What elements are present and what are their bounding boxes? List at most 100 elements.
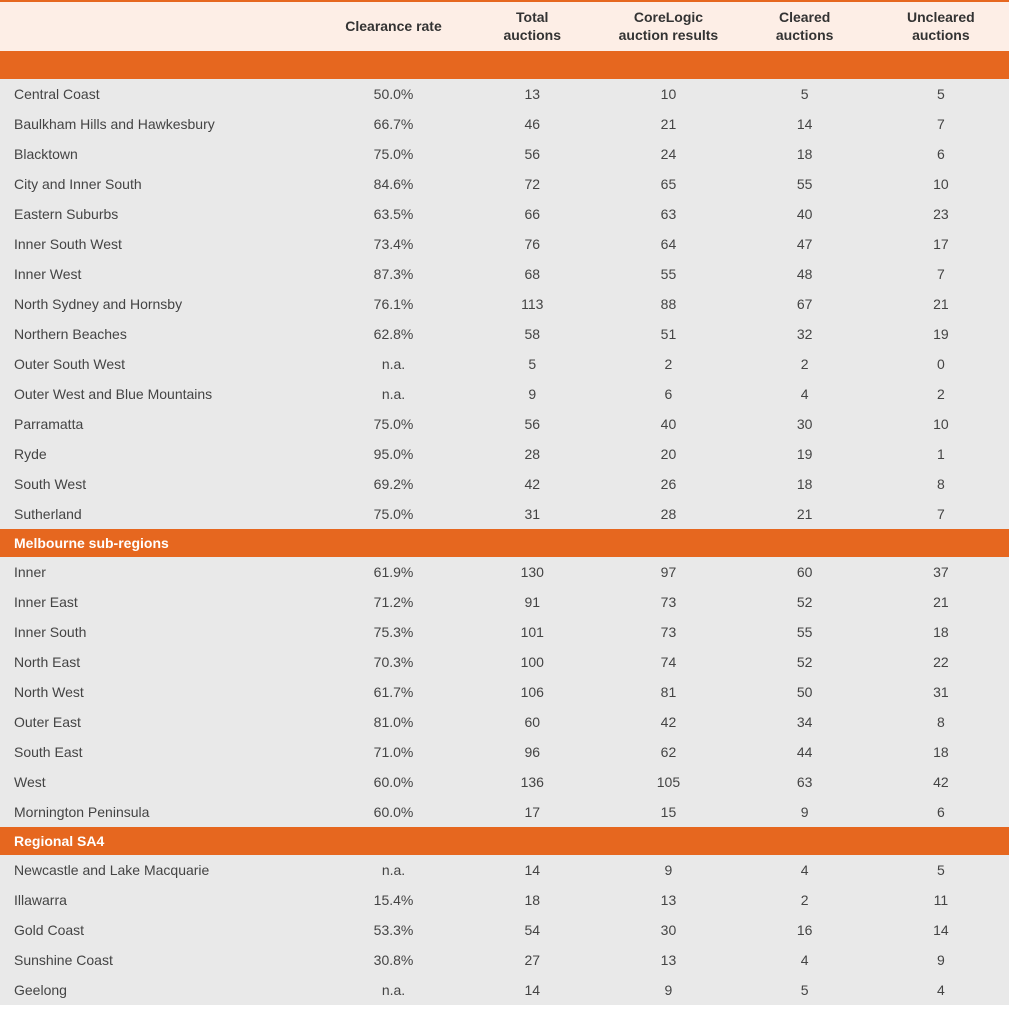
table-row: Outer South Westn.a.5220 — [0, 349, 1009, 379]
cell-value: 60 — [737, 557, 873, 587]
cell-region: Ryde — [0, 439, 323, 469]
cell-value: 96 — [464, 737, 600, 767]
cell-value: 67 — [737, 289, 873, 319]
cell-value: 31 — [464, 499, 600, 529]
table-row: Mornington Peninsula60.0%171596 — [0, 797, 1009, 827]
table-row: North East70.3%100745222 — [0, 647, 1009, 677]
cell-value: 32 — [737, 319, 873, 349]
cell-value: 7 — [873, 109, 1009, 139]
cell-value: 34 — [737, 707, 873, 737]
cell-value: 50 — [737, 677, 873, 707]
cell-value: 4 — [737, 945, 873, 975]
cell-value: 26 — [600, 469, 736, 499]
cell-value: 8 — [873, 707, 1009, 737]
cell-value: 136 — [464, 767, 600, 797]
cell-value: 4 — [737, 855, 873, 885]
cell-region: City and Inner South — [0, 169, 323, 199]
cell-value: 73 — [600, 617, 736, 647]
table-row: Blacktown75.0%5624186 — [0, 139, 1009, 169]
cell-value: 75.0% — [323, 139, 464, 169]
cell-value: 51 — [600, 319, 736, 349]
cell-value: 95.0% — [323, 439, 464, 469]
cell-value: 10 — [873, 169, 1009, 199]
cell-value: 81.0% — [323, 707, 464, 737]
cell-value: 9 — [464, 379, 600, 409]
cell-value: 70.3% — [323, 647, 464, 677]
cell-region: Outer East — [0, 707, 323, 737]
cell-value: 6 — [873, 139, 1009, 169]
cell-value: 28 — [600, 499, 736, 529]
auction-table-wrapper: Clearance rate Totalauctions CoreLogicau… — [0, 0, 1009, 1005]
cell-value: 73.4% — [323, 229, 464, 259]
cell-region: Baulkham Hills and Hawkesbury — [0, 109, 323, 139]
cell-region: Northern Beaches — [0, 319, 323, 349]
cell-value: 30 — [600, 915, 736, 945]
cell-value: 75.3% — [323, 617, 464, 647]
table-row: Northern Beaches62.8%58513219 — [0, 319, 1009, 349]
table-row: Outer East81.0%6042348 — [0, 707, 1009, 737]
cell-value: 9 — [600, 855, 736, 885]
cell-value: 97 — [600, 557, 736, 587]
cell-value: 60.0% — [323, 797, 464, 827]
cell-region: Inner East — [0, 587, 323, 617]
cell-value: 42 — [464, 469, 600, 499]
cell-value: 2 — [600, 349, 736, 379]
col-corelogic: CoreLogicauction results — [600, 1, 736, 51]
cell-value: 91 — [464, 587, 600, 617]
cell-value: 73 — [600, 587, 736, 617]
table-row: Ryde95.0%2820191 — [0, 439, 1009, 469]
cell-value: 46 — [464, 109, 600, 139]
table-row: Central Coast50.0%131055 — [0, 79, 1009, 109]
cell-region: Inner South — [0, 617, 323, 647]
cell-value: 60 — [464, 707, 600, 737]
cell-value: 68 — [464, 259, 600, 289]
cell-value: 21 — [873, 289, 1009, 319]
cell-value: 18 — [464, 885, 600, 915]
cell-value: 18 — [873, 617, 1009, 647]
cell-value: 13 — [600, 945, 736, 975]
cell-value: 64 — [600, 229, 736, 259]
cell-value: 11 — [873, 885, 1009, 915]
table-row: Inner61.9%130976037 — [0, 557, 1009, 587]
cell-value: 14 — [464, 855, 600, 885]
table-row: Eastern Suburbs63.5%66634023 — [0, 199, 1009, 229]
cell-value: 22 — [873, 647, 1009, 677]
cell-value: 52 — [737, 647, 873, 677]
cell-value: 6 — [873, 797, 1009, 827]
table-row: Baulkham Hills and Hawkesbury66.7%462114… — [0, 109, 1009, 139]
cell-value: 15 — [600, 797, 736, 827]
cell-value: 2 — [873, 379, 1009, 409]
cell-value: 42 — [873, 767, 1009, 797]
cell-value: n.a. — [323, 855, 464, 885]
cell-region: North East — [0, 647, 323, 677]
cell-value: 62 — [600, 737, 736, 767]
table-row: Gold Coast53.3%54301614 — [0, 915, 1009, 945]
section-header: Regional SA4 — [0, 827, 1009, 855]
cell-region: North West — [0, 677, 323, 707]
cell-value: 62.8% — [323, 319, 464, 349]
cell-value: 2 — [737, 349, 873, 379]
cell-value: 27 — [464, 945, 600, 975]
cell-region: South East — [0, 737, 323, 767]
cell-value: 44 — [737, 737, 873, 767]
table-row: City and Inner South84.6%72655510 — [0, 169, 1009, 199]
cell-value: 17 — [873, 229, 1009, 259]
cell-value: 21 — [600, 109, 736, 139]
table-row: Inner West87.3%6855487 — [0, 259, 1009, 289]
cell-value: 61.7% — [323, 677, 464, 707]
cell-value: 76 — [464, 229, 600, 259]
section-title — [0, 51, 1009, 79]
table-row: Sunshine Coast30.8%271349 — [0, 945, 1009, 975]
cell-value: 60.0% — [323, 767, 464, 797]
cell-value: n.a. — [323, 349, 464, 379]
cell-value: 47 — [737, 229, 873, 259]
cell-value: 48 — [737, 259, 873, 289]
cell-value: 113 — [464, 289, 600, 319]
cell-value: 17 — [464, 797, 600, 827]
table-row: Sutherland75.0%3128217 — [0, 499, 1009, 529]
cell-region: Blacktown — [0, 139, 323, 169]
cell-value: 66.7% — [323, 109, 464, 139]
cell-value: 4 — [737, 379, 873, 409]
cell-value: 101 — [464, 617, 600, 647]
cell-value: 16 — [737, 915, 873, 945]
